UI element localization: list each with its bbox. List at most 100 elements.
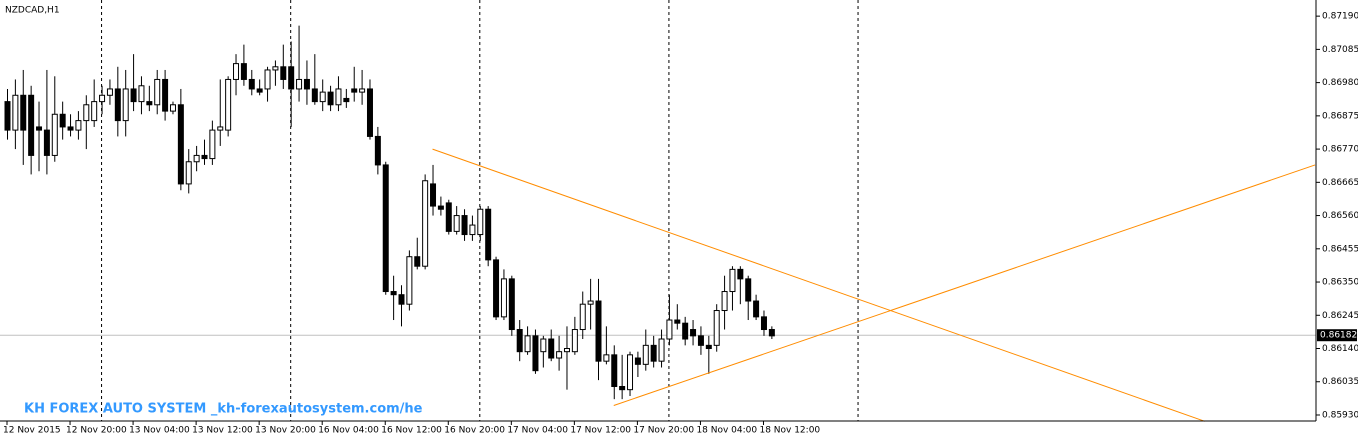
candle-body (28, 94, 35, 156)
candle-body (611, 354, 618, 387)
candle-body (233, 63, 240, 80)
candle-body (532, 335, 539, 372)
x-tick-label: 18 Nov 12:00 (759, 426, 820, 436)
trendline (613, 164, 1316, 406)
candle-body (500, 278, 507, 318)
candle-body (185, 161, 192, 185)
candle-body (682, 322, 689, 340)
candle-body (51, 113, 58, 156)
candle-body (579, 303, 586, 331)
candle-body (114, 88, 121, 122)
x-tick-label: 13 Nov 20:00 (255, 426, 316, 436)
candle-body (382, 164, 389, 293)
candle-body (697, 335, 704, 346)
candle-body (359, 88, 366, 93)
candle-body (745, 278, 752, 302)
current-price-box (1317, 329, 1357, 342)
candle-body (154, 78, 161, 106)
candle-body (729, 268, 736, 293)
candle-body (12, 94, 19, 131)
candle-body (36, 126, 43, 131)
y-tick-label: 0.87190 (1322, 12, 1358, 22)
candle-body (67, 126, 74, 131)
candle-body (106, 88, 113, 96)
candle-body (20, 94, 27, 131)
candle-body (642, 344, 649, 365)
candle-body (548, 338, 555, 359)
candle-body (461, 215, 468, 236)
candle-body (75, 120, 82, 131)
candle-body (319, 91, 326, 103)
candle-body (351, 88, 358, 93)
x-tick-label: 12 Nov 2015 (3, 426, 61, 436)
candle-body (398, 294, 405, 305)
candle-body (303, 78, 310, 90)
watermark: KH FOREX AUTO SYSTEM _kh-forexautosystem… (24, 402, 423, 417)
chart-title: NZDCAD,H1 (5, 6, 60, 16)
candle-body (477, 208, 484, 236)
candle-body (122, 88, 129, 122)
y-tick-label: 0.86455 (1322, 244, 1358, 254)
candle-body (603, 354, 610, 362)
x-tick-label: 18 Nov 04:00 (696, 426, 757, 436)
y-tick-label: 0.87085 (1322, 45, 1358, 55)
candle-body (469, 224, 476, 236)
candle-body (516, 329, 523, 353)
candle-body (201, 154, 208, 160)
y-tick-label: 0.86980 (1322, 78, 1358, 88)
candle-body (209, 129, 216, 160)
candle-body (248, 78, 255, 90)
candle-body (59, 113, 66, 128)
candle-body (721, 291, 728, 312)
candle-body (374, 135, 381, 166)
candle-body (288, 66, 295, 90)
candle-body (453, 215, 460, 232)
candle-body (311, 88, 318, 103)
candle-body (485, 208, 492, 261)
candle-body (737, 268, 744, 280)
x-tick-label: 13 Nov 12:00 (192, 426, 253, 436)
y-tick-label: 0.86665 (1322, 178, 1358, 188)
candle-body (540, 338, 547, 353)
candle-body (240, 63, 247, 80)
candle-body (225, 78, 232, 131)
candle-body (296, 78, 303, 90)
candle-body (169, 104, 176, 112)
y-tick-label: 0.86350 (1322, 278, 1358, 288)
candles-layer (4, 25, 775, 400)
x-tick-label: 17 Nov 20:00 (633, 426, 694, 436)
y-tick-label: 0.86245 (1322, 311, 1358, 321)
x-tick-label: 16 Nov 20:00 (444, 426, 505, 436)
candle-body (343, 97, 350, 103)
x-tick-label: 16 Nov 12:00 (381, 426, 442, 436)
candle-body (217, 126, 224, 131)
x-tick-label: 13 Nov 04:00 (129, 426, 190, 436)
candle-body (760, 316, 767, 331)
candle-body (264, 69, 271, 90)
candle-body (493, 259, 500, 318)
candle-body (91, 101, 98, 122)
candle-body (422, 180, 429, 267)
candle-body (690, 329, 697, 337)
trendline (432, 148, 1205, 422)
candle-body (138, 85, 145, 103)
y-tick-label: 0.86875 (1322, 111, 1358, 121)
x-tick-label: 12 Nov 20:00 (66, 426, 127, 436)
candle-body (445, 202, 452, 232)
candle-body (4, 101, 11, 131)
candle-body (508, 278, 515, 331)
x-tick-label: 17 Nov 04:00 (507, 426, 568, 436)
candle-body (256, 88, 263, 93)
candle-body (193, 154, 200, 163)
candle-body (571, 329, 578, 353)
candle-body (619, 385, 626, 391)
candle-body (650, 344, 657, 362)
candle-body (146, 101, 153, 106)
candle-body (524, 335, 531, 353)
candle-body (437, 205, 444, 210)
candle-body (768, 329, 775, 337)
candle-body (130, 88, 137, 103)
